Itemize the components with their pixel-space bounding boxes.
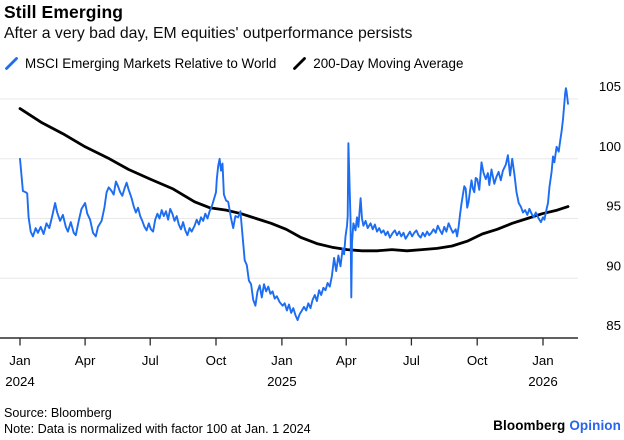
y-axis-label: 85 [606, 318, 621, 333]
y-axis-label: 105 [599, 79, 621, 94]
x-axis-year-label: 2024 [5, 374, 35, 389]
chart-area: 85 90 95 100 105 Jan 2024 Apr Jul Oct Jan 2025 Apr Ju… [0, 78, 624, 392]
x-axis-month-label: Jan [271, 353, 292, 368]
x-axis-month-label: Jan [532, 353, 553, 368]
x-axis-year-label: 2026 [528, 374, 558, 389]
legend-item-label: MSCI Emerging Markets Relative to World [25, 56, 277, 71]
normalization-note: Note: Data is normalized with factor 100… [4, 421, 311, 436]
y-axis-label: 95 [606, 199, 621, 214]
legend-item-label: 200-Day Moving Average [313, 56, 464, 71]
footnotes: Source: Bloomberg Note: Data is normaliz… [4, 406, 311, 437]
legend-item-ma: 200-Day Moving Average [292, 56, 463, 71]
legend: MSCI Emerging Markets Relative to World 2… [4, 56, 463, 71]
em-line [19, 87, 569, 322]
y-axis-label: 100 [599, 139, 621, 154]
x-axis-month-label: Jan [9, 353, 30, 368]
x-axis-month-label: Apr [336, 353, 357, 368]
page-title: Still Emerging [4, 2, 124, 22]
ma-line [18, 107, 570, 253]
legend-item-em: MSCI Emerging Markets Relative to World [4, 56, 276, 71]
x-axis-month-label: Oct [467, 353, 488, 368]
x-axis-month-label: Jul [142, 353, 159, 368]
x-axis-year-label: 2025 [267, 374, 297, 389]
brand-logo: Bloomberg Opinion [493, 418, 621, 433]
x-axis-month-label: Apr [75, 353, 96, 368]
chart-subtitle: After a very bad day, EM equities' outpe… [4, 25, 413, 42]
legend-slash-icon [5, 57, 18, 70]
chart-svg: 85 90 95 100 105 Jan 2024 Apr Jul Oct Jan 2025 Apr Ju… [0, 79, 621, 389]
y-axis-label: 90 [606, 258, 621, 273]
legend-slash-icon [293, 57, 307, 70]
x-axis-month-label: Jul [403, 353, 420, 368]
brand-bloomberg: Bloomberg [493, 418, 566, 433]
source-note: Source: Bloomberg [4, 406, 112, 420]
x-axis-month-label: Oct [206, 353, 227, 368]
brand-opinion: Opinion [569, 418, 621, 433]
